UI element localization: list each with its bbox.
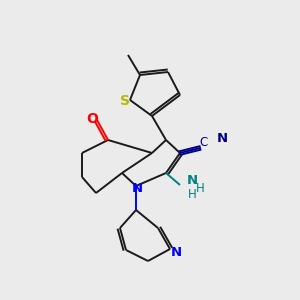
Text: H: H bbox=[188, 188, 196, 200]
Text: O: O bbox=[86, 112, 98, 126]
Text: N: N bbox=[131, 182, 142, 196]
Text: N: N bbox=[170, 245, 182, 259]
Text: N: N bbox=[186, 175, 198, 188]
Text: C: C bbox=[200, 136, 208, 148]
Text: S: S bbox=[120, 94, 130, 108]
Text: N: N bbox=[216, 133, 228, 146]
Text: H: H bbox=[196, 182, 204, 196]
